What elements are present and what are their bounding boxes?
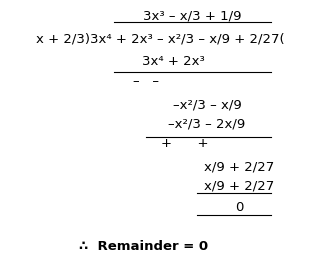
- Text: +      +: + +: [161, 137, 208, 150]
- Text: x + 2/3)3x⁴ + 2x³ – x²/3 – x/9 + 2/27(: x + 2/3)3x⁴ + 2x³ – x²/3 – x/9 + 2/27(: [36, 33, 285, 46]
- Text: x/9 + 2/27: x/9 + 2/27: [204, 161, 274, 174]
- Text: –   –: – –: [133, 75, 159, 88]
- Text: x/9 + 2/27: x/9 + 2/27: [204, 180, 274, 193]
- Text: 0: 0: [235, 201, 243, 214]
- Text: 3x⁴ + 2x³: 3x⁴ + 2x³: [142, 55, 205, 68]
- Text: ∴  Remainder = 0: ∴ Remainder = 0: [79, 240, 208, 253]
- Text: 3x³ – x/3 + 1/9: 3x³ – x/3 + 1/9: [143, 10, 242, 23]
- Text: –x²/3 – 2x/9: –x²/3 – 2x/9: [169, 117, 246, 130]
- Text: –x²/3 – x/9: –x²/3 – x/9: [173, 98, 241, 111]
